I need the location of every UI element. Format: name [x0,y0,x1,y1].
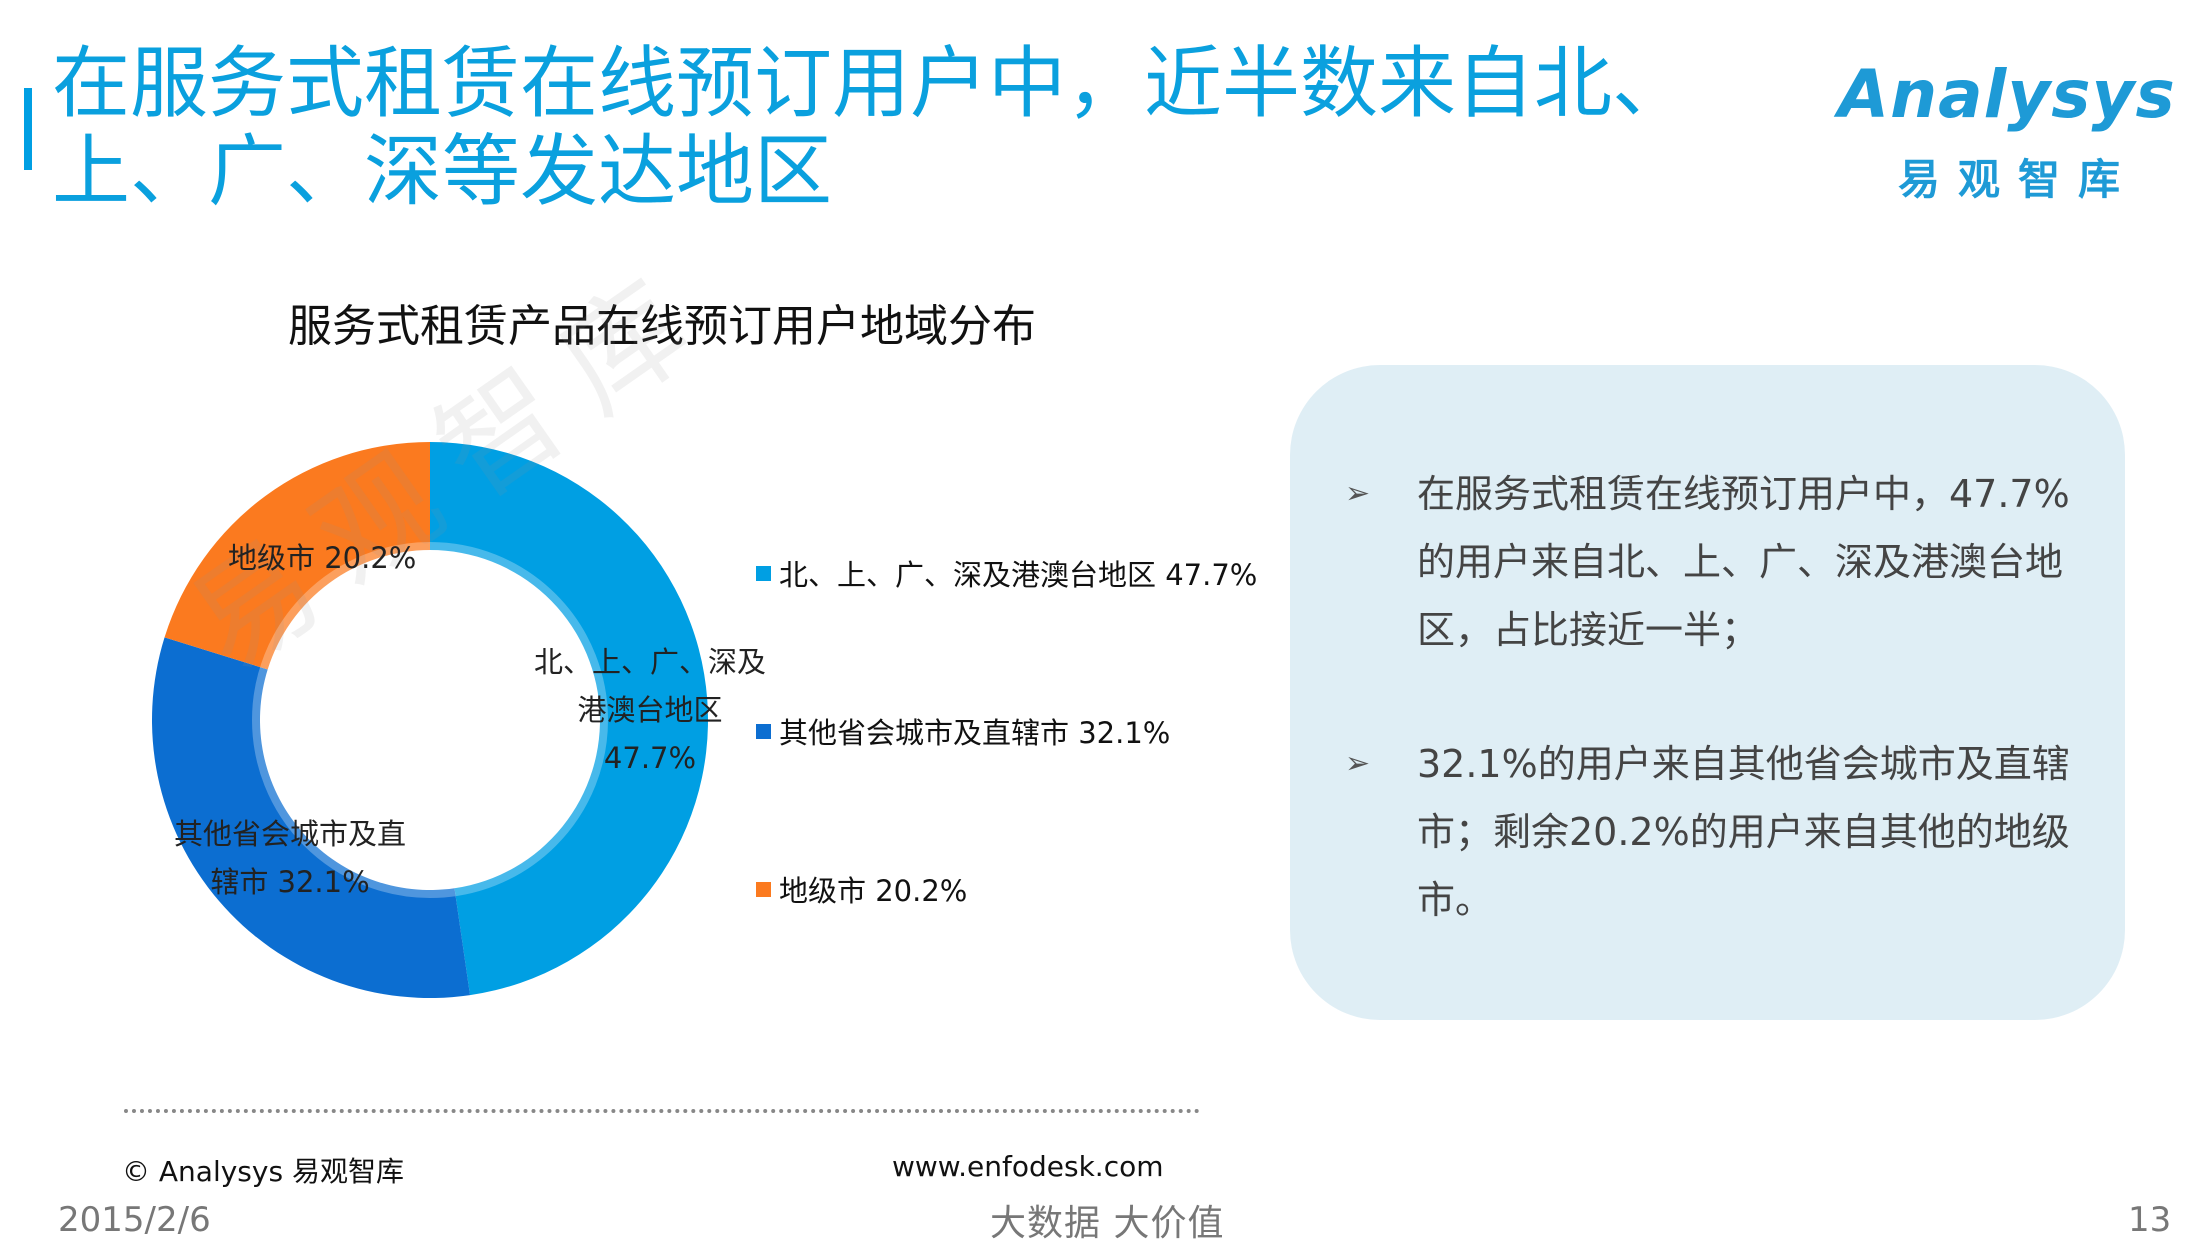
slide-title: 在服务式租赁在线预订用户中，近半数来自北、上、广、深等发达地区 [52,39,1691,217]
logo-chinese-name: 易观智库 [1898,155,2139,204]
legend-label-tier1: 北、上、广、深及港澳台地区 47.7% [779,558,1258,592]
footer-divider [124,1109,1200,1113]
slice-label-tier1-line2: 港澳台地区 [577,693,723,727]
legend-swatch-provincial [756,723,771,739]
chart-title: 服务式租赁产品在线预订用户地域分布 [288,301,1036,352]
donut-slice-prefecture [164,442,430,670]
summary-bullet-1-text: 在服务式租赁在线预订用户中，47.7%的用户来自北、上、广、深及港澳台地区，占比… [1417,472,2070,652]
footer-url-link[interactable]: www.enfodesk.com [892,1150,1164,1183]
slice-label-prefecture: 地级市 20.2% [228,534,416,582]
slice-label-tier1: 北、上、广、深及 港澳台地区 47.7% [520,638,780,782]
summary-bullet-2-text: 32.1%的用户来自其他省会城市及直辖市；剩余20.2%的用户来自其他的地级市。 [1417,742,2070,922]
slice-label-provincial-line1: 其他省会城市及直 [173,817,406,851]
footer-slogan: 大数据 大价值 [990,1203,1225,1244]
analysys-logo: Analysys 易观智库 [1838,56,2175,206]
footer-copyright: © Analysys 易观智库 [122,1155,404,1188]
summary-bullet-2: ➢ 32.1%的用户来自其他省会城市及直辖市；剩余20.2%的用户来自其他的地级… [1345,730,2085,934]
legend-label-provincial: 其他省会城市及直辖市 32.1% [779,716,1171,750]
slice-label-tier1-value: 47.7% [603,741,697,775]
legend-swatch-prefecture [756,881,771,897]
title-accent-bar [24,88,32,170]
donut-slice-provincial [151,637,471,999]
slice-label-prefecture-line1: 地级市 20.2% [228,541,417,575]
slice-label-provincial-line2: 辖市 32.1% [210,865,370,899]
summary-callout-box [1290,365,2125,1020]
legend-item-prefecture: 地级市 20.2% [756,868,967,910]
legend-label-prefecture: 地级市 20.2% [779,874,968,908]
legend-item-provincial: 其他省会城市及直辖市 32.1% [756,710,1170,752]
summary-bullet-1: ➢ 在服务式租赁在线预订用户中，47.7%的用户来自北、上、广、深及港澳台地区，… [1345,460,2085,664]
legend-item-tier1: 北、上、广、深及港澳台地区 47.7% [756,552,1257,594]
donut-inner-ring [252,542,608,898]
footer-date: 2015/2/6 [58,1200,211,1240]
slice-label-provincial: 其他省会城市及直 辖市 32.1% [160,810,420,906]
arrow-bullet-icon: ➢ [1345,746,1371,781]
donut-slice-tier1 [430,442,708,996]
arrow-bullet-icon: ➢ [1345,476,1371,511]
legend-swatch-tier1 [756,565,771,581]
slice-label-tier1-line1: 北、上、广、深及 [533,645,766,679]
logo-wordmark: Analysys [1838,56,2176,133]
page-number: 13 [2128,1200,2172,1240]
donut-hole [290,580,570,860]
